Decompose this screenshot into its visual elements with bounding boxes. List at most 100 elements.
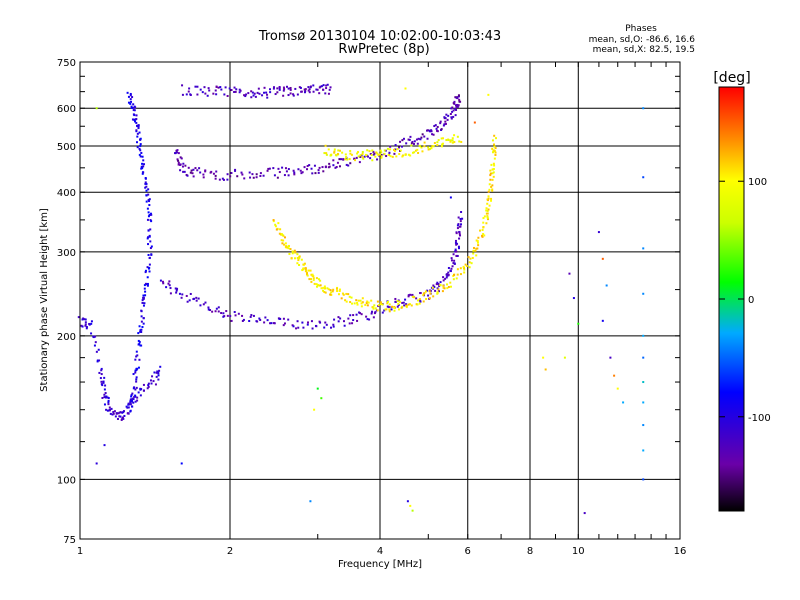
trace-point: [397, 299, 400, 302]
trace-point: [199, 171, 202, 174]
trace-point: [130, 105, 133, 108]
trace-point: [137, 124, 140, 127]
trace-point: [436, 287, 439, 290]
trace-point: [380, 151, 383, 154]
trace-point: [447, 271, 450, 274]
trace-point: [132, 397, 135, 400]
trace-point: [431, 133, 434, 136]
trace-point: [454, 248, 457, 251]
trace-point: [192, 168, 195, 171]
trace-point: [181, 84, 184, 87]
chart-subtitle: RwPretec (8p): [338, 42, 429, 57]
trace-point: [452, 273, 455, 276]
trace-point: [374, 155, 377, 158]
trace-point: [463, 268, 466, 271]
trace-point: [272, 219, 275, 222]
trace-point: [355, 156, 358, 159]
trace-point: [314, 172, 317, 175]
trace-point: [103, 393, 106, 396]
trace-point: [459, 267, 462, 270]
trace-point: [120, 418, 123, 421]
trace-point: [491, 188, 494, 191]
trace-point: [146, 218, 149, 221]
trace-point: [393, 149, 396, 152]
trace-point: [96, 360, 99, 363]
trace-point: [183, 170, 186, 173]
trace-point: [312, 90, 315, 93]
trace-point: [139, 149, 142, 152]
trace-point: [335, 166, 338, 169]
trace-point: [487, 190, 490, 193]
y-axis-ticks: 75 100 200 300 400 500 600 750: [57, 58, 680, 546]
trace-point: [93, 344, 96, 347]
trace-point: [310, 280, 313, 283]
trace-point: [388, 308, 391, 311]
trace-point: [131, 399, 134, 402]
trace-point: [419, 138, 422, 141]
trace-point: [492, 175, 495, 178]
trace-point: [457, 216, 460, 219]
trace-point: [192, 175, 195, 178]
trace-point: [385, 308, 388, 311]
trace-point: [130, 106, 133, 109]
trace-point: [179, 163, 182, 166]
trace-point: [324, 291, 327, 294]
trace-point: [234, 90, 237, 93]
trace-point: [490, 185, 493, 188]
trace-point: [134, 358, 137, 361]
trace-point: [313, 164, 316, 167]
trace-point: [215, 170, 218, 173]
trace-point: [139, 155, 142, 158]
trace-point: [409, 303, 412, 306]
trace-point: [299, 86, 302, 89]
trace-point: [476, 240, 479, 243]
trace-point: [139, 138, 142, 141]
trace-point: [142, 317, 145, 320]
trace-point: [476, 241, 479, 244]
trace-point: [373, 152, 376, 155]
trace-point: [482, 217, 485, 220]
trace-point: [402, 154, 405, 157]
trace-point: [381, 311, 384, 314]
trace-point: [101, 384, 104, 387]
trace-point: [322, 84, 325, 87]
trace-point: [486, 217, 489, 220]
trace-point: [290, 257, 293, 260]
trace-point: [303, 88, 306, 91]
trace-point: [306, 168, 309, 171]
trace-point: [369, 152, 372, 155]
stats-line-x: mean, sd,X: 82.5, 19.5: [593, 45, 695, 55]
trace-point: [349, 314, 352, 317]
trace-point: [276, 176, 279, 179]
trace-point: [376, 300, 379, 303]
trace-point: [208, 89, 211, 92]
trace-point: [312, 277, 315, 280]
trace-point: [338, 289, 341, 292]
trace-point: [450, 259, 453, 262]
trace-point: [368, 318, 371, 321]
trace-point: [347, 293, 350, 296]
trace-point: [126, 91, 129, 94]
trace-point: [145, 200, 148, 203]
trace-point: [401, 139, 404, 142]
trace-point: [452, 115, 455, 118]
trace-point: [157, 374, 160, 377]
trace-point: [292, 94, 295, 97]
scatter-point: [404, 87, 407, 90]
trace-point: [139, 394, 142, 397]
scatter-point: [313, 408, 316, 411]
trace-point: [297, 168, 300, 171]
trace-point: [454, 107, 457, 110]
trace-point: [217, 310, 220, 313]
trace-point: [332, 164, 335, 167]
trace-point: [436, 125, 439, 128]
trace-point: [139, 143, 142, 146]
trace-point: [137, 391, 140, 394]
trace-point: [457, 104, 460, 107]
trace-point: [411, 140, 414, 143]
trace-point: [130, 100, 133, 103]
trace-point: [143, 163, 146, 166]
trace-point: [336, 152, 339, 155]
trace-point: [109, 412, 112, 415]
trace-point: [199, 88, 202, 91]
